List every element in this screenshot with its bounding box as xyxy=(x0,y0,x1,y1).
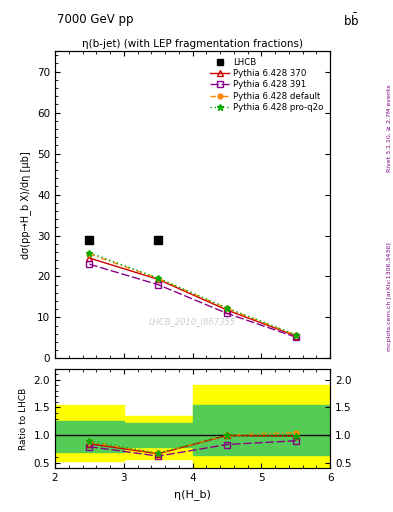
Text: Rivet 3.1.10, ≥ 2.7M events: Rivet 3.1.10, ≥ 2.7M events xyxy=(387,84,392,172)
Text: b$\bar{\rm b}$: b$\bar{\rm b}$ xyxy=(343,13,360,29)
X-axis label: η(H_b): η(H_b) xyxy=(174,489,211,500)
Text: LHCB_2010_I867355: LHCB_2010_I867355 xyxy=(149,317,236,326)
Title: η(b-jet) (with LEP fragmentation fractions): η(b-jet) (with LEP fragmentation fractio… xyxy=(82,39,303,49)
Text: 7000 GeV pp: 7000 GeV pp xyxy=(57,13,134,26)
Y-axis label: Ratio to LHCB: Ratio to LHCB xyxy=(19,388,28,450)
Text: mcplots.cern.ch [arXiv:1306.3436]: mcplots.cern.ch [arXiv:1306.3436] xyxy=(387,243,392,351)
Y-axis label: dσ(pp→H_b X)/dη [μb]: dσ(pp→H_b X)/dη [μb] xyxy=(20,151,31,259)
Legend: LHCB, Pythia 6.428 370, Pythia 6.428 391, Pythia 6.428 default, Pythia 6.428 pro: LHCB, Pythia 6.428 370, Pythia 6.428 391… xyxy=(208,55,326,114)
